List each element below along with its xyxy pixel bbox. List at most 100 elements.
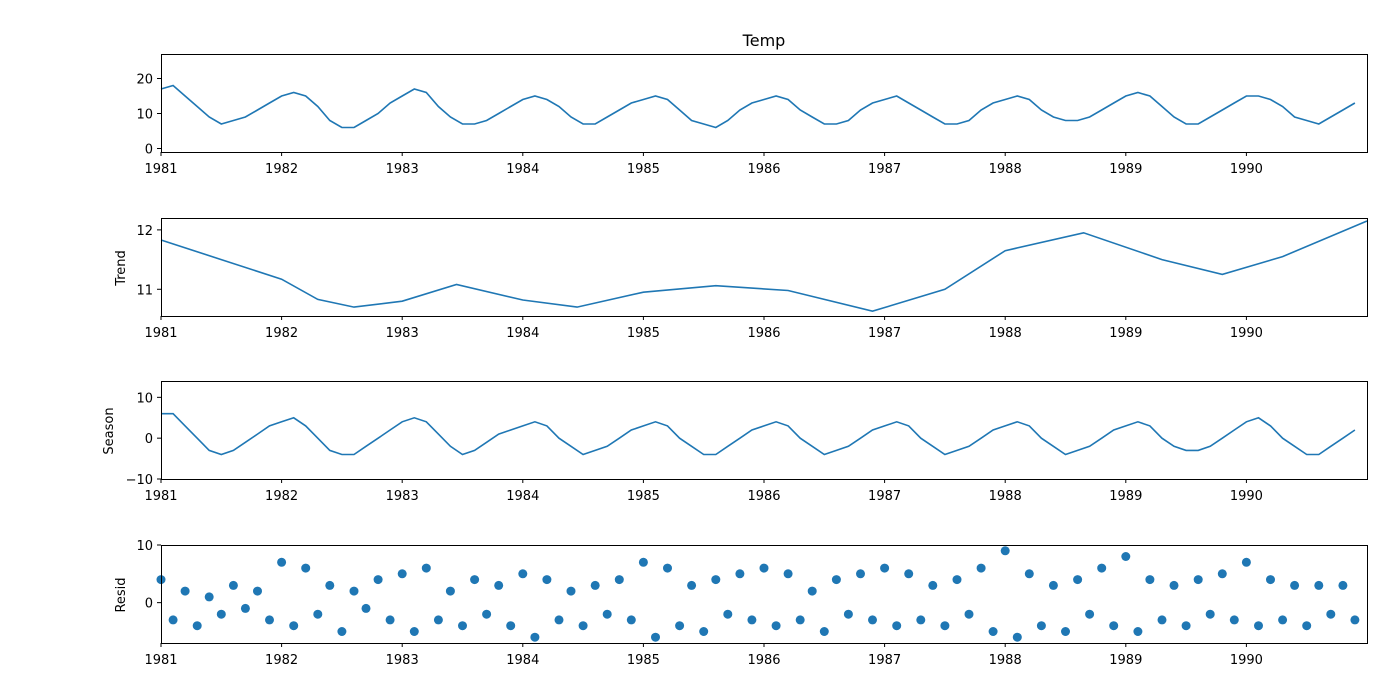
resid-point — [1109, 621, 1119, 631]
resid-point — [614, 575, 624, 585]
resid-point — [1217, 569, 1227, 579]
resid-point — [747, 615, 757, 625]
resid-point — [1097, 563, 1107, 573]
resid-point — [168, 615, 178, 625]
x-tick-label: 1984 — [506, 489, 539, 504]
resid-point — [1012, 632, 1022, 642]
resid-point — [1314, 580, 1324, 590]
resid-point — [663, 563, 672, 573]
resid-point — [638, 557, 648, 567]
x-tick-label: 1990 — [1230, 489, 1263, 504]
resid-point — [831, 575, 841, 585]
x-tick-label: 1982 — [265, 162, 298, 177]
y-tick-label: 11 — [136, 283, 153, 298]
x-tick-label: 1981 — [144, 162, 177, 177]
temp-line-plot — [160, 84, 1356, 129]
x-tick-label: 1988 — [989, 489, 1022, 504]
resid-point — [1157, 615, 1167, 625]
resid-point — [675, 621, 685, 631]
resid-point — [1133, 627, 1143, 636]
temp-axes-frame — [161, 54, 1368, 153]
resid-point — [976, 563, 986, 573]
resid-point — [735, 569, 745, 579]
resid-point — [916, 615, 926, 625]
x-tick-label: 1987 — [868, 653, 901, 668]
temp-series-line — [160, 84, 1356, 129]
resid-point — [1121, 552, 1131, 561]
season-line-plot — [161, 412, 1356, 456]
x-tick-label: 1985 — [627, 653, 660, 668]
x-tick-label: 1990 — [1230, 162, 1263, 177]
resid-point — [723, 609, 733, 619]
resid-point — [470, 575, 480, 585]
season-y-axis: −10 0 10 — [126, 391, 161, 488]
x-tick-label: 1983 — [386, 489, 419, 504]
x-tick-label: 1987 — [868, 162, 901, 177]
resid-scatter-plot — [156, 546, 1360, 642]
resid-point — [1073, 575, 1083, 585]
season-series-line — [161, 412, 1356, 456]
x-tick-label: 1990 — [1230, 653, 1263, 668]
resid-point — [1290, 580, 1300, 590]
resid-point — [566, 586, 576, 596]
resid-point — [277, 557, 287, 567]
resid-point — [1181, 621, 1191, 631]
resid-point — [590, 580, 600, 590]
resid-point — [1229, 615, 1239, 625]
y-tick-label: −10 — [126, 473, 153, 488]
trend-line-plot — [160, 220, 1368, 313]
resid-point — [458, 621, 467, 631]
y-tick-label: 10 — [136, 391, 153, 406]
resid-point — [952, 575, 962, 585]
x-tick-label: 1983 — [386, 162, 419, 177]
resid-point — [1169, 580, 1179, 590]
x-tick-label: 1982 — [265, 326, 298, 341]
resid-point — [192, 621, 202, 631]
x-tick-label: 1986 — [747, 489, 780, 504]
resid-point — [1326, 609, 1336, 619]
resid-point — [1145, 575, 1155, 585]
resid-point — [1193, 575, 1203, 585]
resid-point — [373, 575, 383, 585]
resid-point — [265, 615, 274, 625]
resid-point — [1205, 609, 1215, 619]
temp-y-axis: 0 10 20 — [136, 73, 161, 158]
resid-point — [409, 627, 419, 636]
resid-point — [361, 603, 371, 613]
resid-point — [795, 615, 805, 625]
y-tick-label: 0 — [145, 432, 153, 447]
y-tick-label: 10 — [136, 539, 153, 554]
resid-point — [445, 586, 455, 596]
trend-axes-frame — [161, 218, 1368, 317]
resid-point — [397, 569, 407, 579]
resid-point — [506, 621, 516, 631]
resid-point — [892, 621, 902, 631]
temp-x-axis: 1981 1982 1983 1984 1985 1986 1987 1988 1989 1990 — [144, 152, 1263, 177]
x-tick-label: 1981 — [144, 489, 177, 504]
resid-point — [1278, 615, 1288, 625]
resid-point — [1241, 557, 1251, 567]
x-tick-label: 1985 — [627, 326, 660, 341]
resid-point — [421, 563, 431, 573]
resid-point — [759, 563, 769, 573]
resid-point — [578, 621, 588, 631]
resid-point — [651, 632, 660, 642]
resid-point — [699, 627, 709, 636]
resid-point — [771, 621, 781, 631]
x-tick-label: 1987 — [868, 326, 901, 341]
resid-point — [228, 580, 238, 590]
resid-point — [1000, 546, 1010, 556]
resid-point — [204, 592, 214, 602]
trend-y-axis: 11 12 — [136, 224, 161, 298]
trend-series-line — [160, 220, 1368, 313]
x-tick-label: 1986 — [747, 162, 780, 177]
x-tick-label: 1982 — [265, 653, 298, 668]
resid-y-axis: 0 10 — [136, 539, 161, 612]
x-tick-label: 1989 — [1109, 326, 1142, 341]
season-axes-frame — [161, 381, 1368, 480]
resid-point — [868, 615, 877, 625]
resid-point — [687, 580, 697, 590]
